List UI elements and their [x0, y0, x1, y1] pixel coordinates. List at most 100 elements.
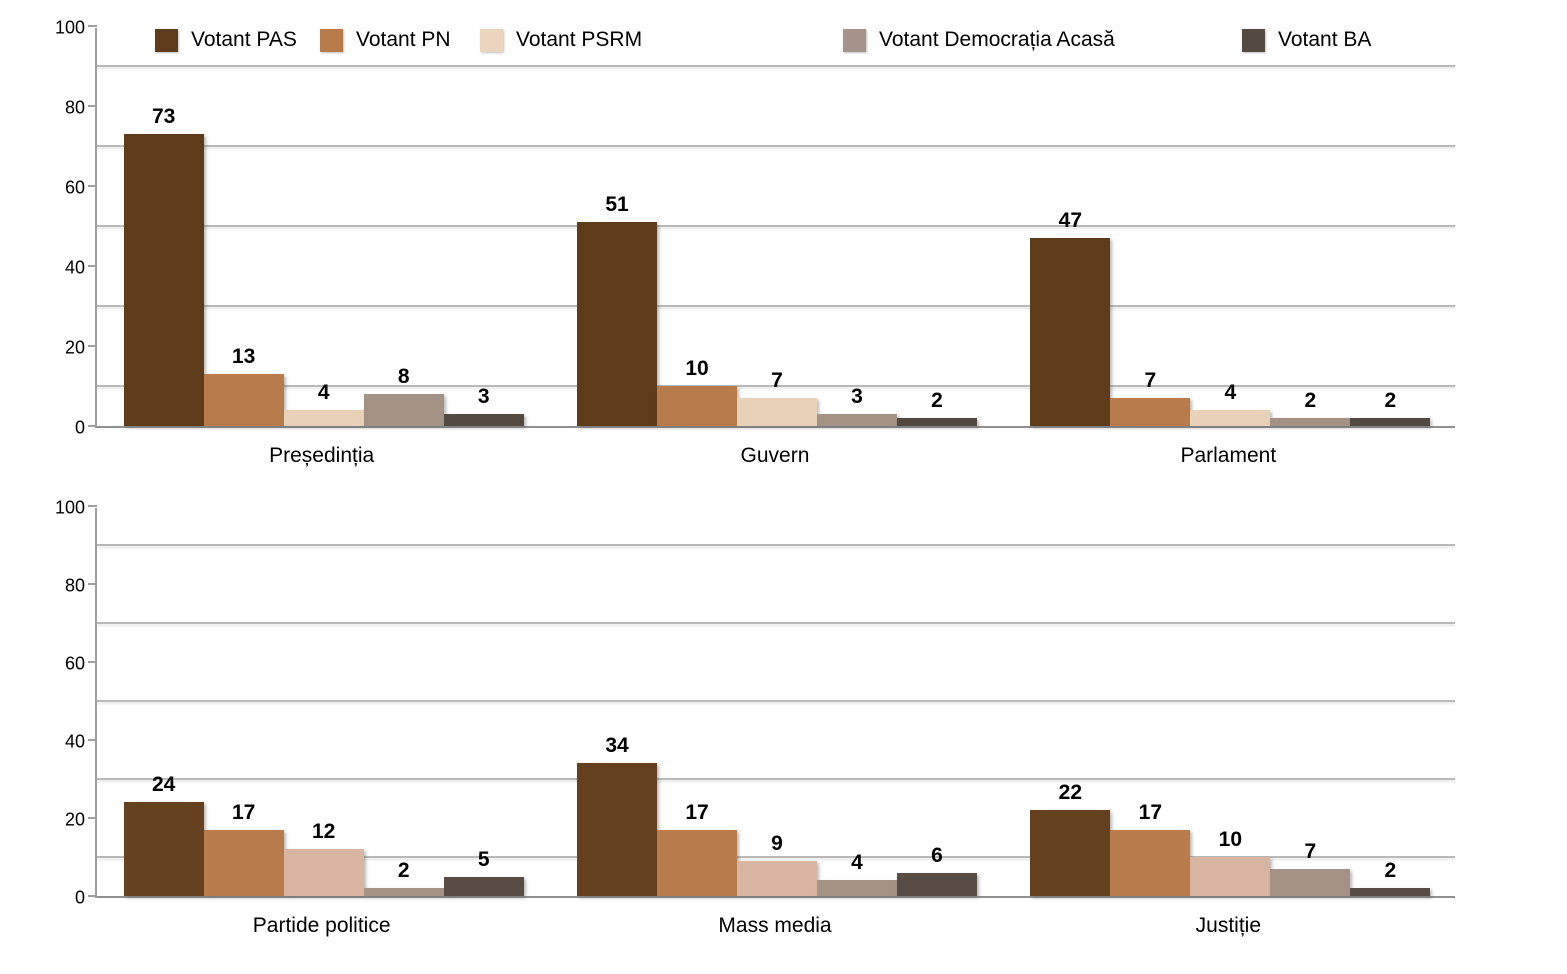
bar: [443, 876, 524, 896]
bar-value-label: 4: [1224, 381, 1237, 404]
bar-group: 51 10 7 3 2: [577, 193, 977, 426]
y-axis-tick: [88, 345, 97, 347]
y-axis-tick: [88, 661, 97, 663]
bar-value-label: 17: [685, 800, 709, 824]
gridline: [97, 145, 1455, 147]
bar: [817, 414, 897, 426]
bar-slot: 47: [1030, 209, 1111, 426]
legend-swatch: [155, 28, 178, 52]
bar-value-label: 3: [477, 385, 490, 408]
legend-item: Votant BA: [1242, 27, 1371, 53]
y-axis-tick-label: 100: [54, 17, 85, 38]
bar-slot: 2: [363, 859, 444, 896]
bar-value-label: 51: [605, 193, 629, 216]
category-label: Partide politice: [252, 914, 391, 937]
bar-group: 47 7 4 2 2: [1030, 209, 1431, 426]
y-axis-tick: [88, 105, 97, 107]
bar-slot: 10: [657, 357, 737, 426]
y-axis-tick-label: 40: [64, 257, 85, 278]
bar-slot: 13: [203, 345, 284, 426]
y-axis-tick-label: 20: [64, 809, 85, 830]
bar: [737, 398, 817, 426]
y-axis-tick-label: 80: [64, 575, 85, 596]
category-label: Justiție: [1195, 914, 1261, 937]
y-axis-tick: [88, 739, 97, 741]
legend-item-label: Votant PN: [356, 28, 451, 51]
bar: [443, 414, 524, 426]
bar: [897, 418, 977, 426]
y-axis-tick: [88, 185, 97, 187]
y-axis-tick: [88, 505, 97, 507]
bar: [123, 134, 204, 426]
bar: [897, 872, 977, 896]
legend-item: Votant PN: [320, 27, 451, 53]
y-axis-tick-label: 0: [74, 887, 85, 908]
bottom-bar-chart: 24 17 12 2 5 34 17 9 4 6 22 17 10 7 2: [88, 505, 1455, 898]
bar: [817, 880, 897, 896]
bar-group: 34 17 9 4 6: [577, 734, 977, 896]
legend-item: Votant PSRM: [480, 27, 642, 53]
bar: [1190, 410, 1271, 426]
bar-value-label: 13: [231, 345, 256, 368]
bar-slot: 2: [1350, 389, 1431, 426]
bar: [363, 888, 444, 896]
bar-slot: 73: [123, 105, 204, 426]
bar-value-label: 2: [1304, 389, 1317, 412]
legend-item-label: Votant Democrația Acasă: [879, 28, 1115, 51]
bar: [123, 802, 204, 896]
bar: [1350, 888, 1431, 896]
bar: [1270, 868, 1351, 896]
bar-slot: 24: [123, 773, 204, 896]
legend-item-label: Votant PAS: [191, 28, 297, 51]
y-axis-tick-label: 40: [64, 731, 85, 752]
y-axis-tick: [88, 583, 97, 585]
y-axis-tick: [88, 25, 97, 27]
bar-slot: 5: [443, 848, 524, 896]
bar-value-label: 12: [311, 820, 336, 844]
gridline: [97, 225, 1455, 227]
bar-value-label: 22: [1058, 781, 1083, 805]
bar-value-label: 2: [1384, 859, 1397, 883]
bar: [1030, 238, 1111, 426]
bar-group: 22 17 10 7 2: [1030, 781, 1431, 896]
category-label: Parlament: [1180, 444, 1277, 467]
bar-value-label: 7: [771, 369, 783, 392]
legend-swatch: [1242, 28, 1265, 52]
gridline: [97, 778, 1455, 780]
category-label: Guvern: [740, 444, 810, 467]
bar-value-label: 17: [1138, 800, 1163, 824]
bar-value-label: 17: [231, 800, 256, 824]
legend-item-label: Votant PSRM: [516, 28, 643, 51]
bar: [1190, 857, 1271, 896]
bar: [577, 222, 657, 426]
legend-item-label: Votant BA: [1278, 28, 1372, 51]
bar-value-label: 4: [851, 851, 863, 875]
bar: [737, 860, 817, 896]
bar: [1030, 810, 1111, 896]
bar: [1350, 418, 1431, 426]
bar-value-label: 34: [605, 734, 629, 758]
bar: [283, 849, 364, 896]
bar-slot: 9: [737, 832, 817, 896]
bar: [657, 386, 737, 426]
gridline: [97, 385, 1455, 387]
legend-swatch: [843, 28, 866, 52]
bar-value-label: 24: [151, 773, 176, 797]
legend-swatch: [480, 28, 503, 52]
bar-slot: 17: [657, 801, 737, 896]
y-axis-tick-label: 20: [64, 337, 85, 358]
gridline: [97, 622, 1455, 624]
category-label: Președinția: [269, 444, 375, 467]
bar-value-label: 6: [931, 843, 943, 867]
bar-value-label: 3: [851, 385, 863, 408]
bar-group: 73 13 4 8 3: [123, 105, 524, 426]
bar-slot: 7: [737, 369, 817, 426]
y-axis-tick-label: 100: [54, 497, 85, 518]
bar-slot: 4: [817, 851, 897, 896]
bar-slot: 17: [1110, 801, 1191, 896]
bar-slot: 3: [817, 385, 897, 426]
y-axis-tick-label: 80: [64, 97, 85, 118]
bar: [203, 374, 284, 426]
gridline: [97, 544, 1455, 546]
bar-value-label: 10: [685, 357, 709, 380]
